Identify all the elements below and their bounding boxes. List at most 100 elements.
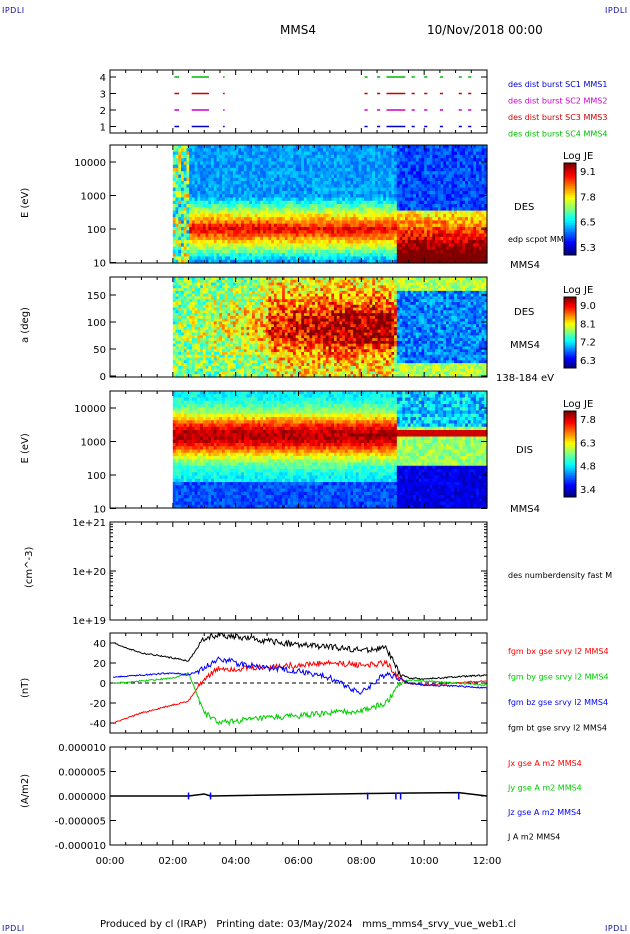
des-energy-cell <box>175 217 179 221</box>
des-energy-cell <box>183 174 188 179</box>
des-energy-cell <box>276 220 280 225</box>
des-energy-cell <box>230 253 234 258</box>
des-energy-cell <box>287 200 291 205</box>
des-energy-cell <box>227 184 231 189</box>
des-energy-cell <box>295 210 300 215</box>
des-energy-cell <box>268 194 272 199</box>
des-energy-cell <box>298 181 302 185</box>
des-energy-cell <box>227 233 231 238</box>
des-energy-cell <box>219 181 223 185</box>
des-energy-cell <box>282 167 286 172</box>
des-energy-cell <box>202 187 207 192</box>
des-energy-cell <box>191 200 196 205</box>
des-energy-cell <box>238 174 242 179</box>
des-energy-cell <box>202 161 207 166</box>
des-energy-cell <box>293 151 297 156</box>
des-energy-cell <box>222 187 226 192</box>
des-energy-cell <box>219 184 223 189</box>
des-energy-cell <box>213 187 218 192</box>
des-energy-cell <box>306 184 311 189</box>
des-energy-cell <box>306 233 311 238</box>
des-energy-cell <box>227 226 231 231</box>
des-energy-cell <box>273 253 278 258</box>
des-energy-cell <box>271 249 275 254</box>
des-energy-cell <box>200 177 204 182</box>
des-energy-cell <box>309 200 313 205</box>
des-energy-cell <box>194 167 199 172</box>
des-energy-cell <box>276 213 280 218</box>
des-energy-cell <box>211 184 215 189</box>
des-energy-cell <box>298 213 302 218</box>
des-energy-cell <box>205 246 209 251</box>
des-energy-cell <box>222 217 226 221</box>
des-energy-cell <box>309 213 313 218</box>
des-energy-cell <box>235 223 239 228</box>
des-energy-cell <box>295 187 300 192</box>
des-energy-cell <box>172 164 177 169</box>
des-energy-cell <box>260 207 264 212</box>
des-energy-cell <box>189 256 193 261</box>
des-energy-cell <box>181 190 185 195</box>
date-title: 10/Nov/2018 00:00 <box>427 23 543 37</box>
des-energy-cell <box>191 223 196 228</box>
des-energy-cell <box>183 184 188 189</box>
des-energy-cell <box>301 236 305 241</box>
des-energy-cell <box>265 249 270 254</box>
des-energy-cell <box>194 148 199 153</box>
des-energy-cell <box>273 226 278 231</box>
des-energy-cell <box>241 253 245 258</box>
des-energy-cell <box>306 249 311 254</box>
des-energy-cell <box>183 194 188 199</box>
des-energy-cell <box>224 226 229 231</box>
des-energy-cell <box>222 246 226 251</box>
des-energy-cell <box>303 190 308 195</box>
des-energy-cell <box>246 233 250 238</box>
des-energy-cell <box>202 164 207 169</box>
des-energy-cell <box>262 220 267 225</box>
des-energy-cell <box>208 167 212 172</box>
des-energy-cell <box>268 259 272 264</box>
des-energy-cell <box>186 204 190 208</box>
des-energy-cell <box>306 243 311 248</box>
des-energy-cell <box>257 253 261 258</box>
des-energy-cell <box>213 164 218 169</box>
des-energy-cell <box>191 174 196 179</box>
des-energy-cell <box>181 236 185 241</box>
des-energy-cell <box>273 220 278 225</box>
des-energy-cell <box>249 246 253 251</box>
des-energy-cell <box>181 240 185 244</box>
des-energy-cell <box>216 145 220 149</box>
des-energy-cell <box>273 246 278 251</box>
des-energy-cell <box>181 194 185 199</box>
des-energy-cell <box>279 184 283 189</box>
des-energy-cell <box>252 236 256 241</box>
des-energy-cell <box>306 236 311 241</box>
des-energy-cell <box>246 223 250 228</box>
des-energy-cell <box>208 230 212 235</box>
des-energy-cell <box>290 190 294 195</box>
des-energy-cell <box>306 226 311 231</box>
des-energy-cell <box>230 207 234 212</box>
des-energy-cell <box>252 217 256 221</box>
des-energy-cell <box>208 223 212 228</box>
des-energy-cell <box>175 190 179 195</box>
des-energy-cell <box>290 259 294 264</box>
des-energy-cell <box>295 236 300 241</box>
des-energy-cell <box>262 233 267 238</box>
des-energy-cell <box>197 259 201 264</box>
des-energy-cell <box>243 145 248 149</box>
des-energy-cell <box>230 223 234 228</box>
des-energy-cell <box>273 197 278 202</box>
des-energy-cell <box>172 204 177 208</box>
des-energy-cell <box>183 236 188 241</box>
des-energy-cell <box>191 240 196 244</box>
des-energy-cell <box>295 171 300 176</box>
des-energy-cell <box>295 240 300 244</box>
des-energy-cell <box>194 154 199 159</box>
des-energy-cell <box>298 246 302 251</box>
des-energy-cell <box>208 164 212 169</box>
des-energy-cell <box>219 217 223 221</box>
des-energy-cell <box>178 158 182 162</box>
des-energy-cell <box>216 177 220 182</box>
des-energy-cell <box>205 154 209 159</box>
